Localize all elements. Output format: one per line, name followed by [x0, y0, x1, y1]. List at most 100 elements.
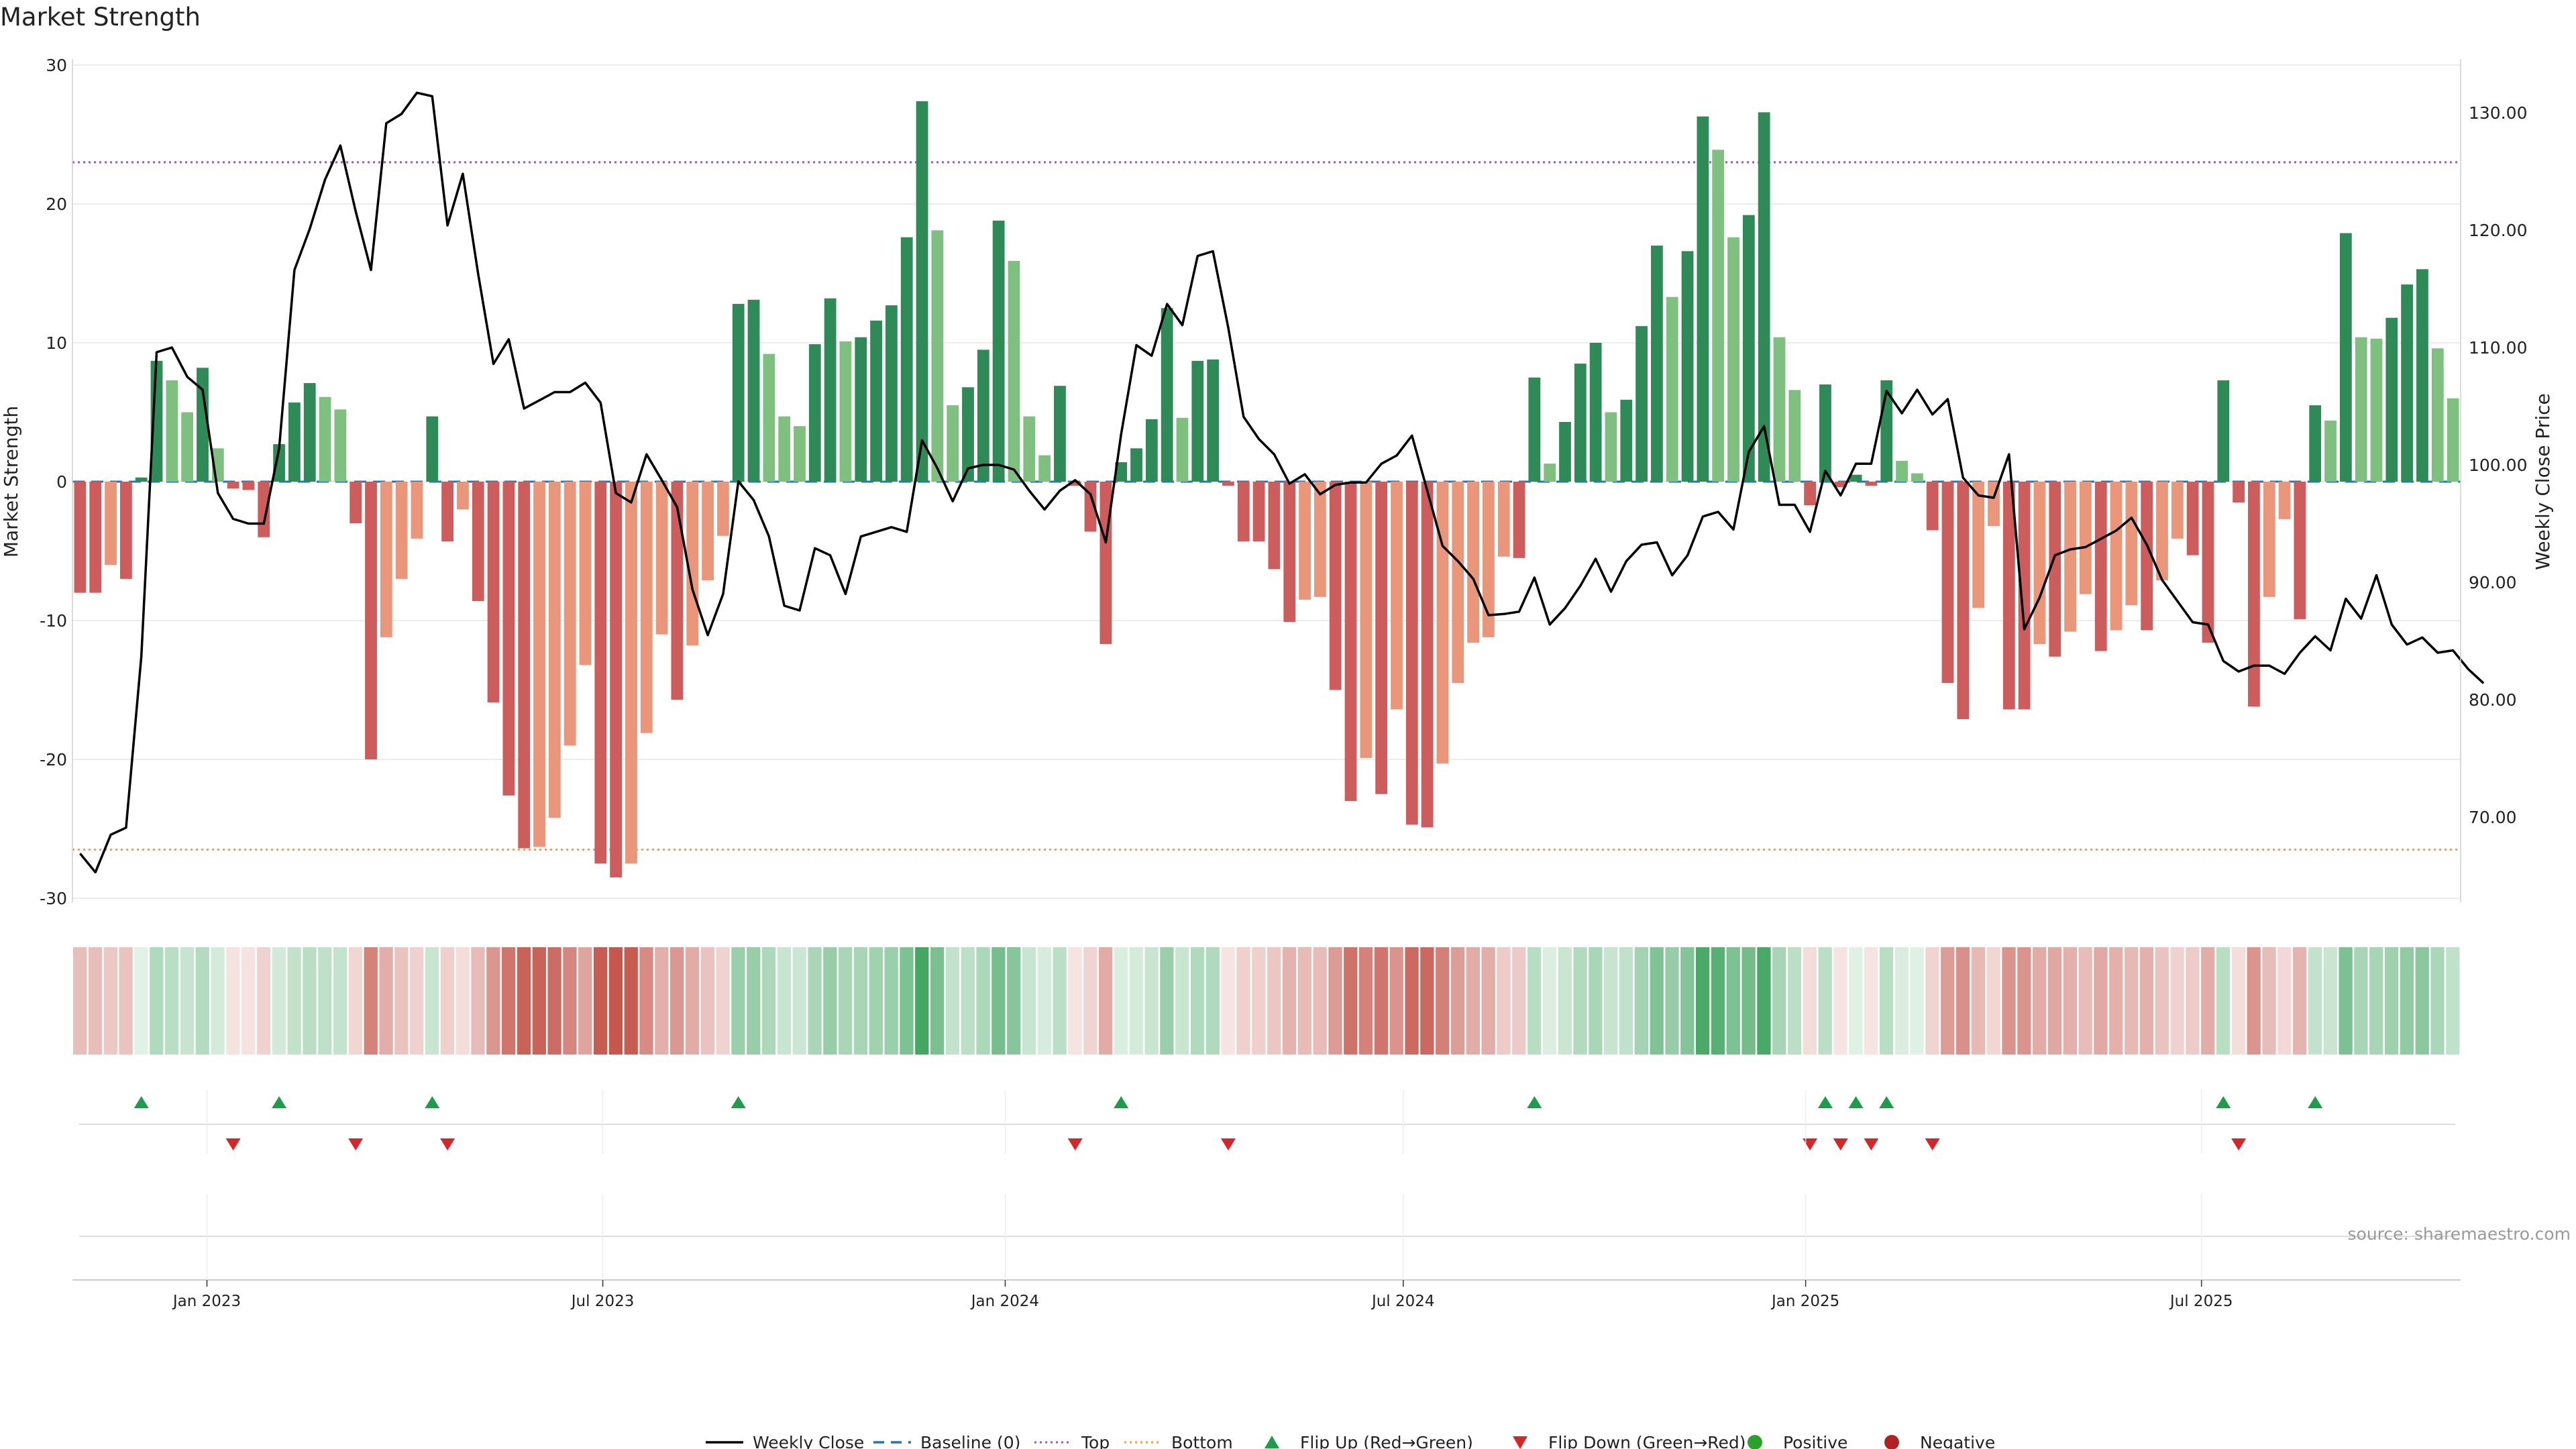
- heat-cell: [1527, 947, 1542, 1055]
- strength-bar: [808, 344, 821, 482]
- strength-bar: [870, 320, 882, 482]
- strength-bar: [2002, 482, 2015, 710]
- x-tick-label: Jan 2024: [970, 1293, 1039, 1310]
- flip-up-marker: [731, 1096, 746, 1108]
- strength-bar: [1957, 482, 1970, 719]
- strength-bar: [303, 383, 316, 482]
- strength-bar: [487, 482, 500, 703]
- strength-bar: [640, 482, 653, 733]
- strength-bar: [2278, 482, 2291, 519]
- legend-label: Weekly Close: [753, 1433, 864, 1449]
- strength-bar: [1161, 308, 1173, 482]
- heat-cell: [1680, 947, 1695, 1055]
- strength-bar: [411, 482, 423, 539]
- heat-cell: [2231, 947, 2246, 1055]
- strength-bar: [119, 482, 132, 579]
- strength-bar: [380, 482, 392, 637]
- strength-bar: [1589, 343, 1602, 482]
- heat-cell: [2277, 947, 2292, 1055]
- strength-bar: [242, 482, 255, 490]
- heat-cell: [1955, 947, 1970, 1055]
- heat-cell: [1589, 947, 1603, 1055]
- heat-cell: [2139, 947, 2154, 1055]
- heat-cell: [1236, 947, 1250, 1055]
- heat-cell: [961, 947, 975, 1055]
- heat-cell: [1175, 947, 1189, 1055]
- heat-cell: [272, 947, 286, 1055]
- heat-cell: [976, 947, 990, 1055]
- y2-tick-label: 70.00: [2469, 808, 2517, 827]
- strength-bar: [227, 482, 239, 489]
- lower-panel: Jan 2023 Jul 2023 Jan 2024 Jul 2024 Jan 2025…: [72, 1090, 2461, 1310]
- strength-bar: [594, 482, 607, 864]
- strength-bar: [502, 482, 515, 796]
- strength-bar: [885, 305, 898, 482]
- flip-up-marker: [1817, 1096, 1833, 1108]
- heat-cell: [119, 947, 133, 1055]
- heat-cell: [2262, 947, 2276, 1055]
- strength-bar: [1849, 474, 1862, 482]
- strength-bar: [1222, 482, 1234, 486]
- strength-bar: [1391, 482, 1403, 710]
- strength-bar: [1268, 482, 1281, 570]
- strength-bar: [2217, 380, 2230, 482]
- flip-up-marker: [1879, 1096, 1894, 1108]
- heat-cell: [1190, 947, 1205, 1055]
- strength-bar: [273, 444, 285, 482]
- strength-bar: [2018, 482, 2031, 710]
- heat-cell: [2017, 947, 2031, 1055]
- heat-cell: [731, 947, 745, 1055]
- strength-bar: [441, 482, 454, 542]
- strength-bar: [548, 482, 561, 818]
- legend-label: Negative: [1920, 1433, 1995, 1449]
- strength-bar: [2233, 482, 2245, 503]
- heat-cell: [1252, 947, 1266, 1055]
- heat-cell: [1007, 947, 1021, 1055]
- strength-bar: [2248, 482, 2260, 707]
- heat-cell: [348, 947, 363, 1055]
- heat-cell: [211, 947, 225, 1055]
- heat-cell: [1344, 947, 1358, 1055]
- heat-cell: [670, 947, 684, 1055]
- strength-bar: [105, 482, 117, 566]
- strength-bar: [1773, 337, 1786, 482]
- heat-cell: [2354, 947, 2368, 1055]
- y-tick-label: 0: [56, 472, 67, 492]
- heat-cell: [1114, 947, 1128, 1055]
- heat-cell: [1695, 947, 1710, 1055]
- source-label: source: sharemaestro.com: [2348, 1224, 2571, 1244]
- y2-tick-label: 130.00: [2469, 103, 2527, 123]
- strength-bar: [1911, 473, 1923, 482]
- strength-bar: [1069, 482, 1081, 486]
- flip-up-marker: [1848, 1096, 1864, 1108]
- heat-cell: [563, 947, 577, 1055]
- heat-cell: [747, 947, 761, 1055]
- strength-bar: [2431, 348, 2444, 482]
- flip-down-marker: [1803, 1138, 1818, 1150]
- flip-down-marker: [1220, 1138, 1236, 1150]
- heat-cell: [471, 947, 485, 1055]
- heat-cell: [486, 947, 500, 1055]
- strength-bar: [1329, 482, 1342, 690]
- strength-bar: [778, 416, 791, 482]
- strength-bar: [2202, 482, 2214, 643]
- heat-cell: [379, 947, 393, 1055]
- y2-tick-label: 120.00: [2469, 221, 2527, 240]
- strength-bar: [135, 477, 148, 482]
- heat-cell: [1849, 947, 1863, 1055]
- heat-cell: [1282, 947, 1297, 1055]
- heat-cell: [853, 947, 868, 1055]
- strength-bar: [900, 237, 913, 482]
- price-line-layer: [79, 91, 2485, 874]
- heat-cell: [1833, 947, 1847, 1055]
- heat-cell: [1374, 947, 1389, 1055]
- strength-bar: [1620, 399, 1633, 482]
- heat-cell: [2369, 947, 2383, 1055]
- flip-up-marker: [2308, 1096, 2323, 1108]
- heat-cell: [1573, 947, 1587, 1055]
- heat-cell: [256, 947, 271, 1055]
- heat-cell: [1542, 947, 1557, 1055]
- strength-bar: [288, 402, 301, 482]
- strength-bar: [1038, 455, 1051, 482]
- strength-bar: [1421, 482, 1434, 828]
